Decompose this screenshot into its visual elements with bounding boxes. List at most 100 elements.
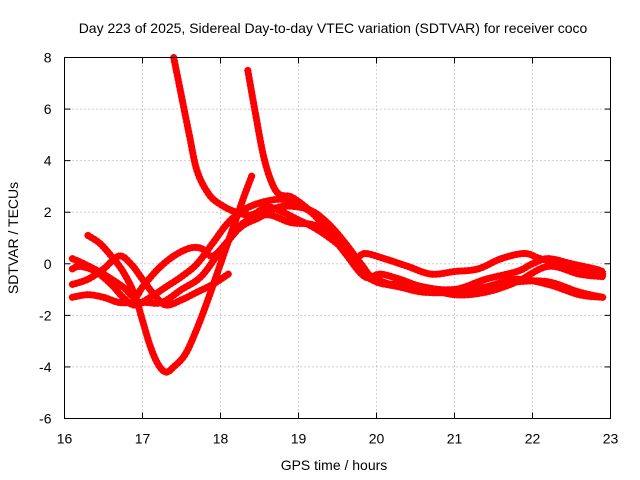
data-point [404,262,412,270]
series-markers [68,211,607,301]
y-tick-label: 6 [44,101,52,117]
data-point [376,270,384,278]
data-point [248,172,256,180]
data-point [68,255,76,263]
data-point [599,293,607,301]
data-point [521,249,529,257]
data-point [170,363,178,371]
data-point [193,167,201,175]
data-point [244,66,252,74]
data-point [513,268,521,276]
data-point [536,255,544,263]
data-point [100,265,107,273]
data-point [357,260,365,268]
data-point [178,286,185,294]
data-point [205,293,213,301]
y-tick-label: 4 [44,153,52,169]
grid [64,57,611,419]
data-point [178,92,185,100]
data-point [334,234,341,242]
data-point [84,291,92,299]
data-point [275,203,283,211]
data-point [127,260,135,268]
data-point [259,151,267,159]
series-trace-5 [68,195,607,309]
data-point [84,275,92,283]
data-point [544,280,552,288]
data-point [419,283,427,291]
data-point [575,270,583,278]
y-axis-label: SDTVAR / TECUs [5,182,21,294]
data-point [100,293,107,301]
data-point [68,265,76,273]
data-point [482,275,490,283]
data-point [451,286,458,294]
data-point [162,368,170,376]
data-point [513,278,521,286]
data-point [181,350,189,358]
data-point [139,317,146,325]
y-tick-label: 8 [44,50,52,66]
data-point [583,265,591,273]
data-point [150,291,158,299]
data-point [162,283,170,291]
y-tick-label: 0 [44,256,52,272]
data-point [197,244,205,252]
data-point [427,270,435,278]
data-point [162,301,170,309]
data-point [482,288,490,296]
data-point [146,342,154,350]
data-point [560,260,568,268]
data-point [209,280,217,288]
axis-ticks [64,57,611,419]
data-point [131,293,139,301]
data-point [119,283,127,291]
x-tick-label: 19 [291,431,307,447]
data-point [119,293,127,301]
x-tick-label: 16 [57,431,73,447]
data-point [240,206,248,214]
data-point [349,255,357,263]
data-point [224,237,232,245]
x-tick-label: 18 [213,431,229,447]
data-point [263,211,271,219]
data-point [205,190,213,198]
series-trace-3 [84,172,256,376]
data-point [240,219,248,227]
data-point [217,200,224,208]
data-point [497,255,505,263]
x-tick-label: 22 [525,431,541,447]
data-series [68,54,607,376]
series-markers [68,252,232,309]
data-point [154,360,162,368]
y-tick-label: -6 [39,411,52,427]
data-point [295,200,302,208]
data-point [287,219,295,227]
data-point [380,255,388,263]
x-tick-label: 23 [603,431,619,447]
data-point [224,270,232,278]
data-point [185,131,193,139]
data-point [68,280,76,288]
series-trace-6 [68,211,607,301]
data-point [154,265,162,273]
data-point [139,275,146,283]
data-point [170,252,178,260]
data-point [96,239,104,247]
data-point [209,239,217,247]
data-point [267,177,275,185]
y-tick-label: -4 [39,359,52,375]
data-point [68,293,76,301]
data-point [217,260,224,268]
x-axis-label: GPS time / hours [281,457,388,473]
x-tick-labels: 16 17 18 19 20 21 22 23 [57,431,619,447]
x-tick-label: 17 [135,431,151,447]
y-tick-label: -2 [39,307,52,323]
data-point [185,244,193,252]
data-point [197,273,205,281]
data-point [240,193,248,201]
data-point [474,265,482,273]
y-tick-labels: -6 -4 -2 0 2 4 6 8 [39,50,52,427]
data-point [361,273,369,281]
data-point [193,260,201,268]
